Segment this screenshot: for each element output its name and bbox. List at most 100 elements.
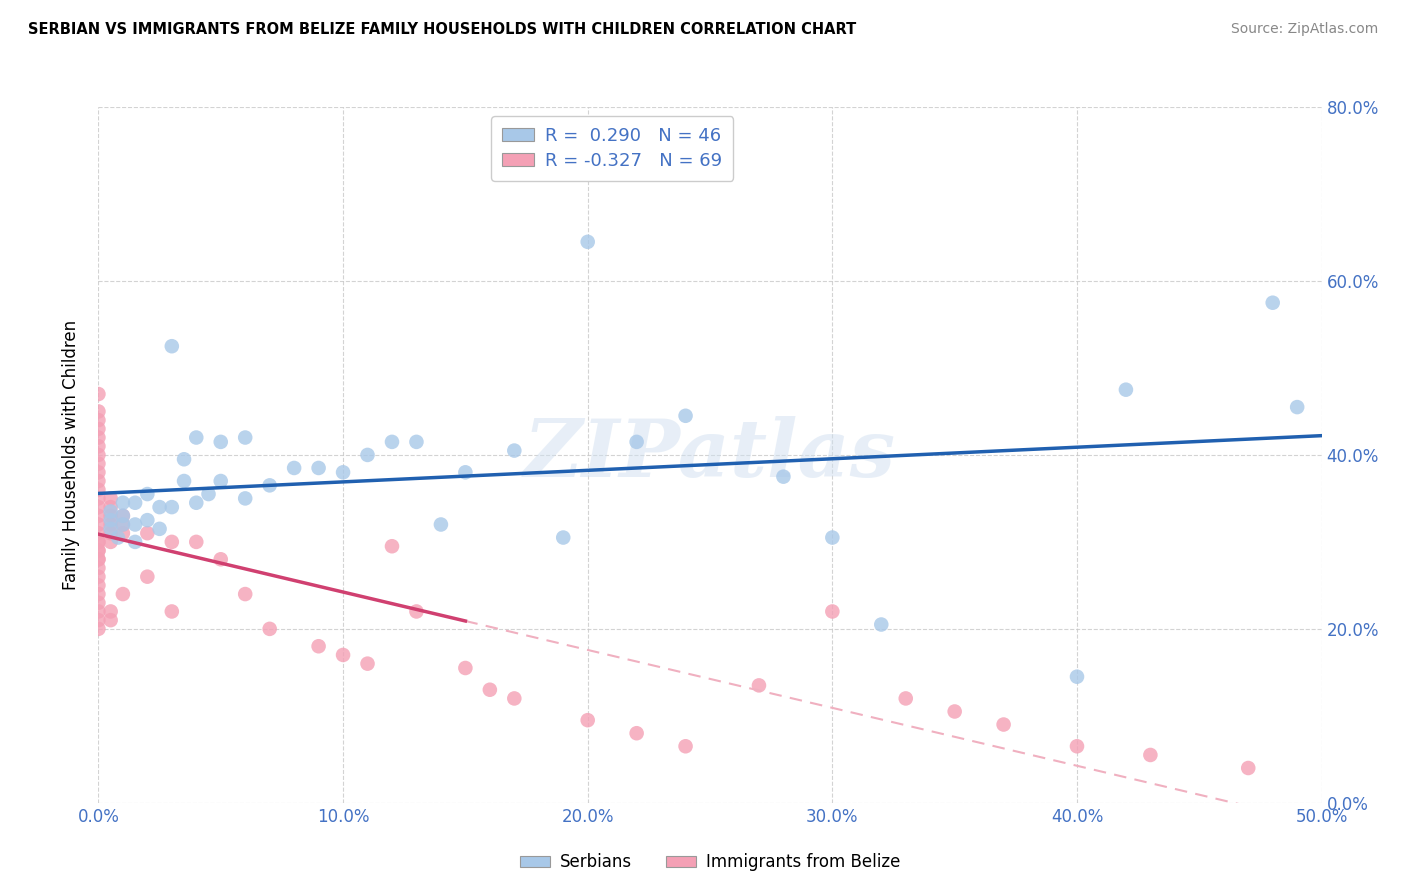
Text: SERBIAN VS IMMIGRANTS FROM BELIZE FAMILY HOUSEHOLDS WITH CHILDREN CORRELATION CH: SERBIAN VS IMMIGRANTS FROM BELIZE FAMILY… (28, 22, 856, 37)
Point (87, 387, 110, 401)
Point (111, 526, 134, 541)
Point (111, 517, 134, 532)
Point (87, 578, 110, 592)
Point (87, 543, 110, 558)
Legend: Serbians, Immigrants from Belize: Serbians, Immigrants from Belize (513, 847, 907, 878)
Point (149, 500, 172, 514)
Point (1139, 747, 1161, 762)
Point (124, 496, 146, 510)
Point (136, 526, 159, 541)
Point (821, 605, 844, 619)
Point (87, 526, 110, 541)
Text: ZIPatlas: ZIPatlas (524, 417, 896, 493)
Point (209, 474, 232, 488)
Point (943, 705, 966, 719)
Point (87, 552, 110, 566)
Point (124, 517, 146, 532)
Point (100, 613, 122, 627)
Point (173, 452, 195, 467)
Point (748, 678, 770, 692)
Point (478, 682, 501, 697)
Point (100, 504, 122, 518)
Point (136, 513, 159, 527)
Point (1066, 739, 1088, 754)
Point (894, 691, 917, 706)
Point (87, 422, 110, 436)
Point (233, 587, 256, 601)
Point (209, 552, 232, 566)
Point (381, 539, 404, 553)
Point (454, 661, 477, 675)
Point (87, 587, 110, 601)
Point (160, 339, 183, 353)
Point (160, 605, 183, 619)
Point (100, 522, 122, 536)
Point (1115, 383, 1137, 397)
Point (87, 491, 110, 506)
Point (332, 466, 354, 480)
Point (100, 605, 122, 619)
Point (1237, 761, 1260, 775)
Point (87, 483, 110, 497)
Point (87, 431, 110, 445)
Point (405, 605, 427, 619)
Y-axis label: Family Households with Children: Family Households with Children (62, 320, 80, 590)
Point (87, 500, 110, 514)
Point (209, 434, 232, 449)
Point (136, 570, 159, 584)
Point (553, 531, 575, 545)
Point (111, 508, 134, 523)
Point (405, 434, 427, 449)
Point (821, 531, 844, 545)
Point (100, 508, 122, 523)
Point (87, 439, 110, 453)
Point (100, 526, 122, 541)
Point (87, 613, 110, 627)
Point (675, 409, 697, 423)
Point (1066, 670, 1088, 684)
Point (197, 487, 219, 501)
Point (100, 500, 122, 514)
Point (430, 517, 453, 532)
Point (332, 648, 354, 662)
Point (149, 522, 172, 536)
Point (87, 474, 110, 488)
Point (186, 534, 208, 549)
Point (259, 478, 281, 492)
Point (186, 431, 208, 445)
Point (87, 413, 110, 427)
Point (111, 508, 134, 523)
Point (87, 534, 110, 549)
Point (772, 469, 794, 483)
Point (87, 404, 110, 418)
Point (87, 534, 110, 549)
Point (283, 461, 305, 475)
Point (503, 443, 526, 458)
Point (626, 726, 648, 740)
Point (160, 534, 183, 549)
Point (381, 434, 404, 449)
Point (100, 517, 122, 532)
Point (87, 561, 110, 575)
Point (576, 235, 599, 249)
Point (308, 639, 330, 653)
Point (87, 448, 110, 462)
Point (87, 457, 110, 471)
Point (87, 596, 110, 610)
Point (993, 717, 1015, 731)
Point (87, 543, 110, 558)
Point (186, 496, 208, 510)
Point (87, 552, 110, 566)
Point (259, 622, 281, 636)
Point (100, 534, 122, 549)
Point (111, 587, 134, 601)
Point (870, 617, 893, 632)
Text: Source: ZipAtlas.com: Source: ZipAtlas.com (1230, 22, 1378, 37)
Point (87, 570, 110, 584)
Point (626, 434, 648, 449)
Point (233, 491, 256, 506)
Point (87, 605, 110, 619)
Point (454, 466, 477, 480)
Point (87, 622, 110, 636)
Point (675, 739, 697, 754)
